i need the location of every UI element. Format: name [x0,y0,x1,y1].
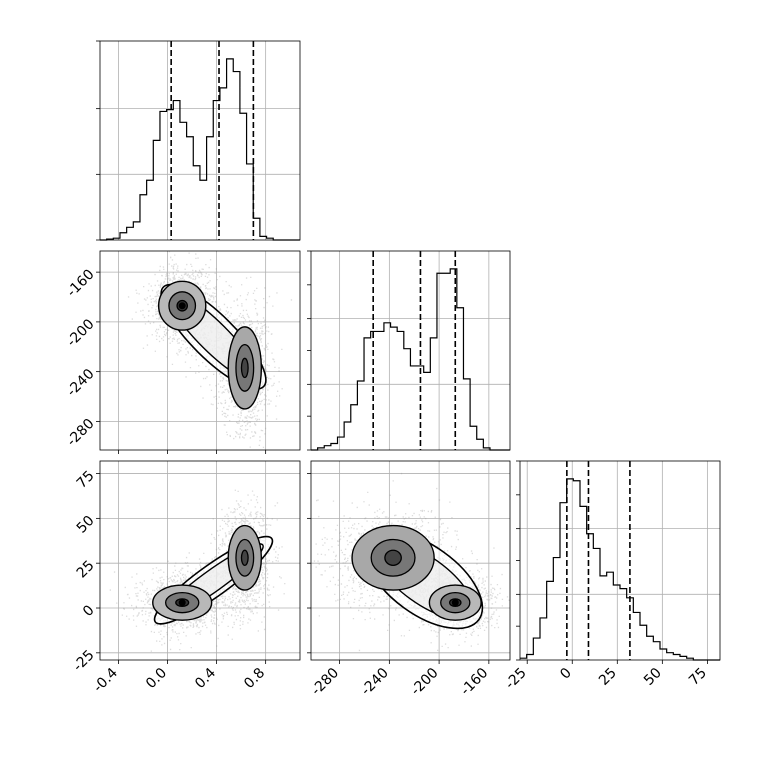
x-tick-label: -0.4 [90,665,121,696]
density-contour [178,302,186,310]
histogram-panel-var2 [516,460,721,661]
axes-frame [519,460,721,661]
y-tick-label: -240 [64,366,98,400]
y-tick-label: 25 [74,558,98,582]
density-contour [178,599,186,607]
histogram-step [100,58,300,241]
scatter-panel-var2-vs-var0: 75 50 25 0 -25-0.4 0.0 0.4 0.8 [70,460,301,696]
density-contour [384,549,402,566]
x-tick-label: 50 [641,665,665,689]
y-tick-label: 0 [80,602,98,620]
y-tick-label: 75 [74,468,98,492]
x-tick-label: 25 [596,665,620,689]
y-tick-label: -200 [64,316,98,350]
density-contour [240,357,249,379]
x-tick-label: 0 [557,665,575,683]
scatter-panel-var2-vs-var1: -280 -240 -200 -160 [307,460,511,699]
x-tick-label: -200 [408,665,442,699]
density-contour [240,549,249,566]
x-tick-label: 0.4 [192,665,219,692]
y-tick-label: -25 [70,647,97,674]
axes-frame [310,460,511,661]
axes-frame [99,460,301,661]
y-tick-label: 50 [74,513,98,537]
axes-frame [99,250,301,451]
x-tick-label: -25 [502,665,529,692]
x-tick-label: 0.0 [143,665,170,692]
y-tick-label: -280 [64,416,98,450]
y-tick-label: -160 [64,266,98,300]
histogram-step [520,478,720,661]
scatter-dot [109,489,286,652]
histogram-panel-var0 [96,40,301,241]
scatter-points [109,489,286,652]
x-tick-label: 0.8 [241,665,268,692]
scatter-points [127,251,293,448]
x-tick-label: -160 [458,665,492,699]
histogram-panel-var1 [307,250,511,451]
x-tick-label: 75 [686,665,710,689]
x-tick-label: -240 [358,665,392,699]
axes-frame [99,40,301,241]
scatter-panel-var1-vs-var0: -160 -200 -240 -280 [64,250,301,454]
density-contour [451,599,459,607]
x-tick-label: -280 [308,665,342,699]
scatter-points [313,472,510,652]
histogram-step [311,268,510,451]
